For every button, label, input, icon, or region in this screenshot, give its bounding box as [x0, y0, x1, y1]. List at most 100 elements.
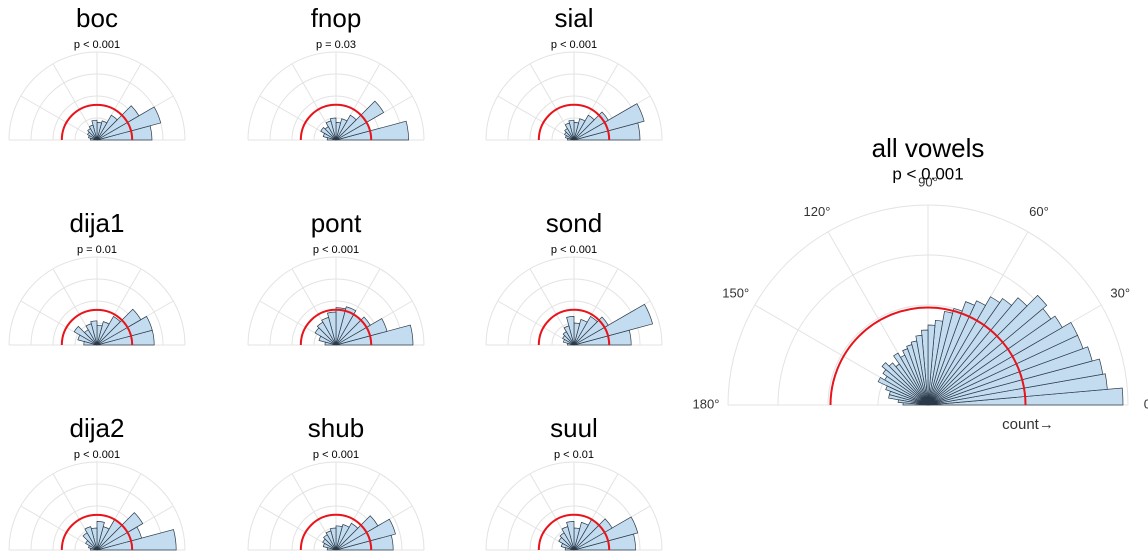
bar	[897, 399, 929, 406]
bar	[882, 369, 929, 406]
bar	[927, 346, 1093, 406]
chart-title: dija1	[70, 208, 125, 238]
polar-chart: shub p < 0.001	[247, 413, 425, 551]
reference-circle	[537, 513, 611, 551]
bar	[96, 114, 118, 141]
bar	[927, 297, 1028, 406]
chart-subtitle: p < 0.001	[892, 164, 963, 183]
bar	[927, 300, 986, 406]
chart-subtitle: p < 0.001	[313, 449, 359, 461]
bar	[88, 135, 98, 141]
reference-circle	[60, 513, 134, 551]
theta-tick-label: 120°	[804, 204, 831, 219]
polar-chart: sial p < 0.001	[485, 3, 663, 141]
bar	[96, 120, 108, 141]
polar-chart: fnop p = 0.03	[247, 3, 425, 141]
bar	[927, 307, 963, 406]
bar	[335, 306, 357, 346]
chart-title: dija2	[70, 413, 125, 443]
reference-circle	[299, 513, 373, 551]
polar-chart: boc p < 0.001	[8, 3, 186, 141]
bar	[96, 308, 142, 346]
bar	[573, 303, 654, 346]
bar	[88, 545, 98, 551]
bar	[314, 327, 337, 346]
bar	[567, 342, 575, 346]
bar	[573, 103, 645, 141]
bar	[321, 316, 337, 346]
bar	[902, 402, 929, 406]
bar	[573, 319, 588, 346]
chart-subtitle: p < 0.01	[554, 449, 594, 461]
bar	[96, 105, 140, 141]
reference-circle	[60, 103, 134, 141]
bar	[881, 362, 929, 406]
chart-title: pont	[311, 208, 362, 238]
reference-circle	[60, 308, 134, 346]
bar	[562, 339, 575, 346]
bar	[335, 518, 396, 551]
bar	[335, 522, 359, 551]
bar	[885, 385, 929, 406]
bar	[322, 538, 337, 551]
reference-circle	[829, 306, 1027, 406]
bar	[83, 341, 98, 346]
bar	[323, 534, 337, 551]
bar	[96, 521, 105, 551]
bar	[888, 394, 929, 406]
polar-chart: sond p < 0.001	[485, 208, 663, 346]
bar	[335, 524, 350, 551]
chart-title: all vowels	[872, 133, 985, 163]
bar	[562, 335, 575, 346]
grid-ray	[20, 505, 98, 551]
bar	[562, 331, 575, 346]
bar	[927, 324, 936, 406]
bar	[565, 135, 575, 141]
chart-title: boc	[76, 3, 118, 33]
chart-subtitle: p < 0.001	[74, 39, 120, 51]
bar	[927, 311, 954, 406]
bar	[573, 315, 598, 346]
bar	[96, 512, 144, 551]
bar	[560, 542, 575, 551]
bar	[559, 532, 575, 551]
bar	[90, 137, 98, 141]
reference-circle	[537, 308, 611, 346]
theta-tick-label: 90°	[918, 174, 938, 189]
bar	[73, 325, 98, 346]
bar	[90, 547, 98, 551]
bar	[564, 547, 575, 551]
bar	[324, 341, 337, 346]
bar	[322, 132, 337, 141]
grid-ray	[497, 300, 575, 346]
chart-subtitle: p < 0.001	[551, 39, 597, 51]
theta-tick-label: 0°	[1144, 396, 1148, 411]
bar	[326, 547, 337, 551]
bar	[927, 294, 1048, 406]
bar	[87, 128, 98, 141]
chart-title: shub	[308, 413, 364, 443]
bar	[85, 540, 98, 551]
bar	[877, 377, 929, 406]
polar-chart: dija2 p < 0.001	[8, 413, 186, 551]
bar	[326, 137, 337, 141]
bar	[573, 118, 586, 141]
chart-title: sial	[554, 3, 593, 33]
chart-subtitle: p < 0.001	[313, 244, 359, 256]
reference-circle	[537, 103, 611, 141]
bar	[563, 131, 575, 141]
bar	[77, 334, 98, 346]
bar	[335, 307, 347, 346]
bar	[573, 111, 609, 141]
polar-chart: dija1 p = 0.01	[8, 208, 186, 346]
chart-subtitle: p < 0.001	[74, 449, 120, 461]
bar	[573, 316, 609, 346]
bar	[82, 532, 98, 551]
bar	[335, 318, 388, 346]
bar	[893, 352, 929, 406]
bar	[927, 315, 1063, 406]
bar	[573, 114, 595, 141]
bar	[927, 319, 944, 406]
grid-ray	[20, 95, 98, 141]
